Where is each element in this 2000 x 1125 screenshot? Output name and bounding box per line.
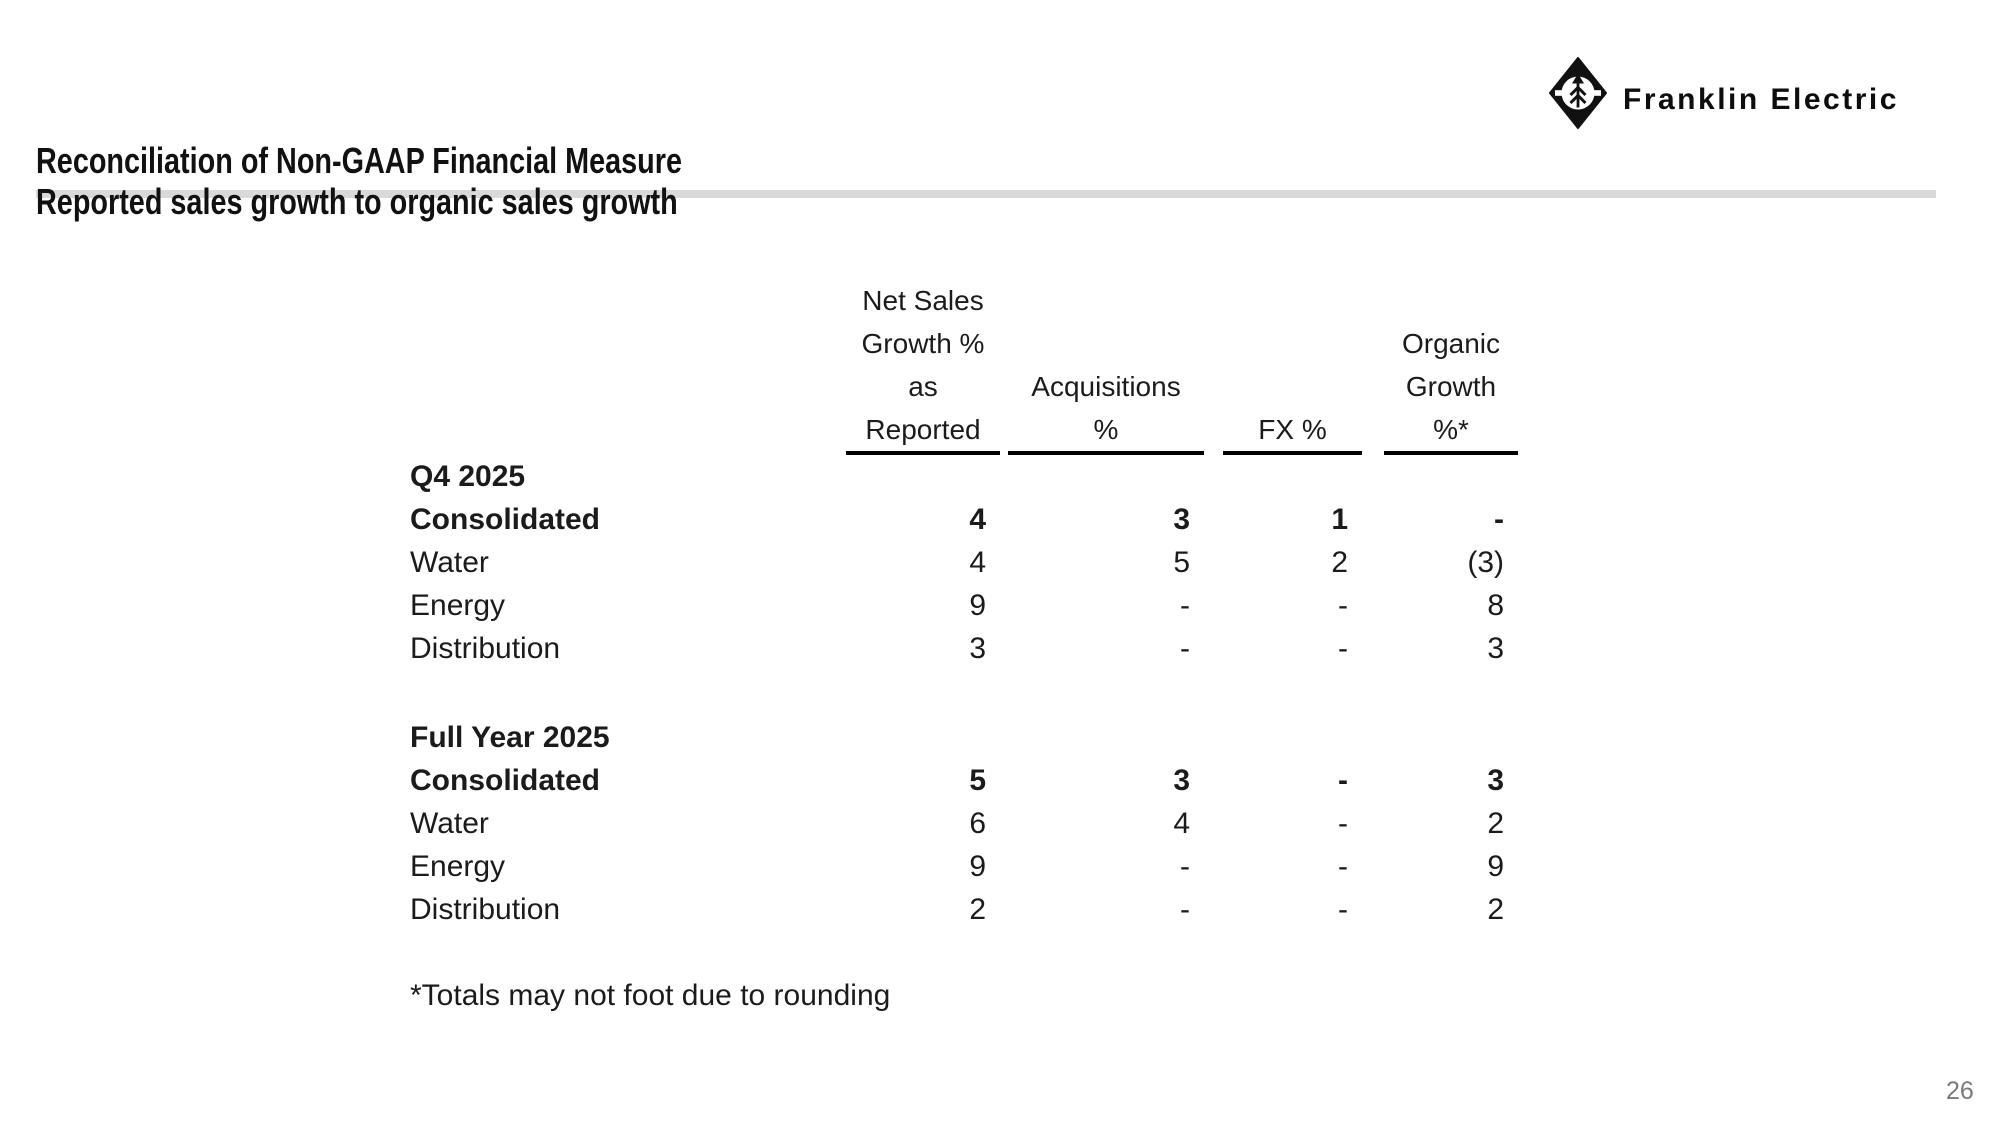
page-number: 26 (1946, 1077, 1974, 1105)
row-label: Consolidated (410, 764, 601, 797)
cell-acquisitions: - (1180, 893, 1190, 926)
cell-net-sales-growth: 6 (969, 807, 986, 840)
cell-acquisitions: - (1180, 589, 1190, 622)
cell-fx: - (1338, 764, 1348, 797)
table-row-q4-energy: Energy 9 - - 8 (410, 584, 1518, 627)
table-row-q4-water: Water 4 5 2 (3) (410, 541, 1518, 584)
section-header-row-q4-2025: Q4 2025 (410, 455, 1518, 498)
title-divider-band (36, 190, 1936, 198)
section-label: Full Year 2025 (410, 721, 610, 754)
table-row-fy-distribution: Distribution 2 - - 2 (410, 888, 1518, 931)
cell-fx: 1 (1331, 503, 1348, 536)
cell-net-sales-growth: 5 (969, 764, 986, 797)
row-label: Distribution (410, 632, 561, 665)
column-header-acquisitions-pct: Acquisitions % (1008, 279, 1204, 455)
cell-acquisitions: 4 (1173, 807, 1190, 840)
column-gap (1000, 279, 1008, 455)
row-label: Water (410, 807, 489, 840)
cell-acquisitions: 5 (1173, 546, 1190, 579)
cell-fx: - (1338, 850, 1348, 883)
cell-net-sales-growth: 2 (969, 893, 986, 926)
table-row-fy-water: Water 6 4 - 2 (410, 802, 1518, 845)
cell-fx: - (1338, 807, 1348, 840)
cell-fx: - (1338, 632, 1348, 665)
cell-organic-growth: - (1494, 503, 1504, 536)
franklin-electric-logo: Franklin Electric (1549, 56, 1899, 130)
row-label: Energy (410, 850, 506, 883)
slide-title-line2: Reported sales growth to organic sales g… (36, 181, 678, 222)
section-header-row-full-year-2025: Full Year 2025 (410, 716, 1518, 759)
cell-acquisitions: 3 (1173, 764, 1190, 797)
column-header-fx-pct: FX % (1223, 279, 1362, 455)
table-row-q4-consolidated: Consolidated 4 3 1 - (410, 498, 1518, 541)
cell-organic-growth: (3) (1467, 546, 1504, 579)
cell-acquisitions: 3 (1173, 503, 1190, 536)
cell-fx: 2 (1331, 546, 1348, 579)
cell-acquisitions: - (1180, 632, 1190, 665)
table-row-fy-energy: Energy 9 - - 9 (410, 845, 1518, 888)
cell-fx: - (1338, 589, 1348, 622)
column-header-organic-growth-pct: Organic Growth %* (1384, 279, 1518, 455)
cell-net-sales-growth: 9 (969, 589, 986, 622)
section-label: Q4 2025 (410, 460, 526, 493)
column-gap (1362, 279, 1384, 455)
rounding-footnote: *Totals may not foot due to rounding (410, 979, 891, 1012)
column-gap (1204, 279, 1223, 455)
reconciliation-table: Net Sales Growth % as Reported Acquisiti… (410, 279, 1518, 1017)
cell-organic-growth: 2 (1487, 807, 1504, 840)
cell-net-sales-growth: 4 (969, 546, 986, 579)
cell-net-sales-growth: 4 (969, 503, 986, 536)
table-header-row: Net Sales Growth % as Reported Acquisiti… (410, 279, 1518, 455)
cell-net-sales-growth: 9 (969, 850, 986, 883)
row-label: Distribution (410, 893, 561, 926)
slide-title: Reconciliation of Non-GAAP Financial Mea… (36, 140, 682, 222)
header-spacer (410, 279, 846, 455)
cell-net-sales-growth: 3 (969, 632, 986, 665)
cell-acquisitions: - (1180, 850, 1190, 883)
cell-fx: - (1338, 893, 1348, 926)
cell-organic-growth: 3 (1487, 632, 1504, 665)
cell-organic-growth: 3 (1487, 764, 1504, 797)
logo-company-name: Franklin Electric (1623, 83, 1899, 116)
cell-organic-growth: 2 (1487, 893, 1504, 926)
column-header-net-sales-growth-as-reported: Net Sales Growth % as Reported (846, 279, 1000, 455)
row-label: Consolidated (410, 503, 601, 536)
franklin-electric-diamond-tree-icon (1549, 57, 1607, 129)
slide-title-line1: Reconciliation of Non-GAAP Financial Mea… (36, 140, 682, 181)
cell-organic-growth: 8 (1487, 589, 1504, 622)
cell-organic-growth: 9 (1487, 850, 1504, 883)
table-row-fy-consolidated: Consolidated 5 3 - 3 (410, 759, 1518, 802)
row-label: Energy (410, 589, 506, 622)
table-row-q4-distribution: Distribution 3 - - 3 (410, 627, 1518, 670)
row-label: Water (410, 546, 489, 579)
